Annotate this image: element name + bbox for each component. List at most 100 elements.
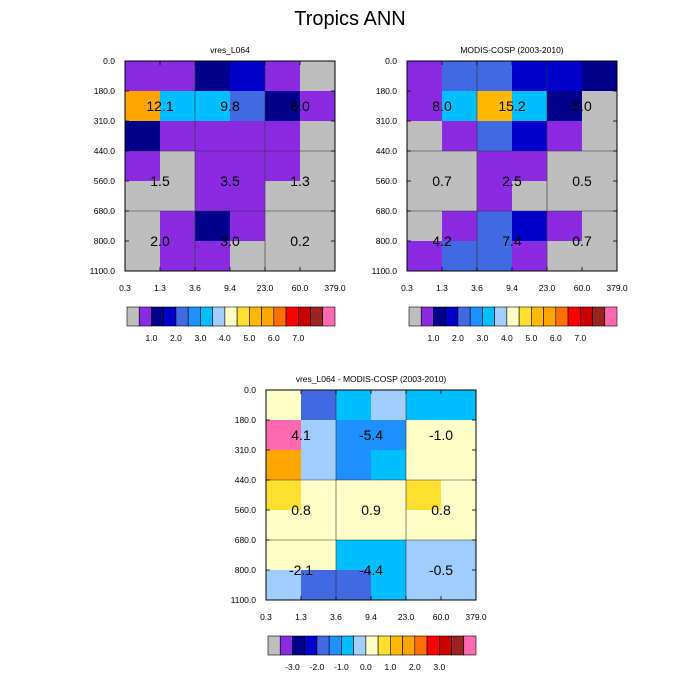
- heatmap-cell: [477, 151, 513, 182]
- group-value-label: -0.5: [429, 562, 453, 578]
- group-value-label: -5.4: [359, 427, 383, 443]
- heatmap-cell: [336, 420, 372, 451]
- group-value-label: 3.0: [220, 233, 240, 249]
- heatmap-cell: [301, 570, 337, 601]
- group-value-label: 8.0: [432, 98, 452, 114]
- heatmap-cell: [336, 540, 372, 571]
- x-tick-label: 1.3: [295, 612, 307, 622]
- group-value-label: 4.2: [432, 233, 452, 249]
- heatmap-cell: [336, 480, 372, 511]
- heatmap-cell: [512, 181, 548, 212]
- y-tick-label: 1100.0: [231, 595, 257, 605]
- heatmap-cell: [407, 181, 443, 212]
- heatmap-cell: [407, 241, 443, 272]
- heatmap-cell: [160, 61, 196, 92]
- colorbar-swatch: [377, 635, 391, 656]
- heatmap-cell: [477, 211, 513, 242]
- y-tick-label: 560.0: [376, 176, 398, 186]
- heatmap-cell: [266, 510, 302, 541]
- heatmap-cell: [266, 570, 302, 601]
- x-tick-label: 0.3: [119, 283, 131, 293]
- colorbar-label: 6.0: [268, 333, 280, 343]
- heatmap-cell: [125, 91, 161, 122]
- heatmap-cell: [441, 390, 477, 421]
- group-value-label: -2.1: [289, 562, 313, 578]
- colorbar-swatch: [365, 635, 379, 656]
- heatmap-cell: [266, 540, 302, 571]
- heatmap-cell: [441, 540, 477, 571]
- colorbar-swatch: [175, 306, 189, 327]
- y-tick-label: 1100.0: [90, 266, 116, 276]
- heatmap-cell: [477, 61, 513, 92]
- colorbar-swatch: [390, 635, 403, 656]
- colorbar-label: 3.0: [476, 333, 488, 343]
- heatmap-cell: [301, 480, 337, 511]
- heatmap-cell: [512, 91, 548, 122]
- heatmap-cell: [195, 241, 231, 272]
- heatmap-cell: [265, 241, 301, 272]
- heatmap-cell: [441, 510, 477, 541]
- colorbar-swatch: [506, 306, 520, 327]
- heatmap-cell: [230, 181, 266, 212]
- colorbar-swatch: [555, 306, 569, 327]
- heatmap-cell: [406, 480, 442, 511]
- colorbar-label: 1.0: [146, 333, 158, 343]
- heatmap-cell: [125, 181, 161, 212]
- heatmap-cell: [301, 390, 337, 421]
- heatmap-cell: [441, 570, 477, 601]
- heatmap-cell: [407, 61, 443, 92]
- colorbar-swatch: [438, 635, 452, 656]
- heatmap-cell: [336, 390, 372, 421]
- colorbar-label: 4.0: [219, 333, 231, 343]
- heatmap-cell: [582, 91, 618, 122]
- group-value-label: 2.0: [150, 233, 170, 249]
- heatmap-cell: [406, 420, 442, 451]
- y-tick-label: 800.0: [235, 565, 257, 575]
- heatmap-cell: [582, 151, 618, 182]
- y-tick-label: 1100.0: [372, 266, 398, 276]
- heatmap-cell: [266, 450, 302, 481]
- y-tick-label: 560.0: [94, 176, 116, 186]
- heatmap-cell: [512, 121, 548, 152]
- colorbar-swatch: [445, 306, 459, 327]
- colorbar-swatch: [604, 306, 618, 327]
- heatmap-cell: [300, 91, 336, 122]
- y-tick-label: 560.0: [235, 505, 257, 515]
- heatmap-cell: [406, 390, 442, 421]
- heatmap-cell: [230, 121, 266, 152]
- colorbar-swatch: [463, 635, 477, 656]
- group-value-label: 1.3: [290, 173, 310, 189]
- heatmap-cell: [406, 510, 442, 541]
- heatmap-cell: [265, 181, 301, 212]
- heatmap-cell: [125, 151, 161, 182]
- heatmap-cell: [300, 211, 336, 242]
- colorbar-label: 7.0: [292, 333, 304, 343]
- y-tick-label: 0.0: [103, 56, 115, 66]
- colorbar-swatch: [457, 306, 471, 327]
- y-tick-label: 310.0: [94, 116, 116, 126]
- heatmap-cell: [300, 151, 336, 182]
- heatmap-cell: [442, 151, 478, 182]
- heatmap-panel-3: vres_L064 - MODIS-COSP (2003-2010) 0.3 1.3…: [231, 374, 487, 672]
- colorbar-swatch: [304, 635, 318, 656]
- heatmap-cell: [442, 181, 478, 212]
- heatmap-cell: [441, 420, 477, 451]
- heatmap-cell: [407, 91, 443, 122]
- group-value-label: 5.0: [572, 98, 592, 114]
- heatmap-cell: [300, 61, 336, 92]
- heatmap-cell: [160, 121, 196, 152]
- group-value-label: 7.4: [502, 233, 522, 249]
- y-tick-label: 310.0: [235, 445, 257, 455]
- panel-title: vres_L064 - MODIS-COSP (2003-2010): [296, 374, 447, 384]
- x-tick-label: 9.4: [365, 612, 377, 622]
- y-tick-label: 800.0: [94, 236, 116, 246]
- heatmap-cell: [582, 181, 618, 212]
- heatmap-cell: [371, 510, 407, 541]
- heatmap-cell: [371, 420, 407, 451]
- heatmap-cell: [512, 241, 548, 272]
- y-tick-label: 440.0: [376, 146, 398, 156]
- heatmap-cell: [266, 390, 302, 421]
- colorbar-label: 6.0: [550, 333, 562, 343]
- colorbar-label: 1.0: [384, 662, 396, 672]
- heatmap-cell: [265, 61, 301, 92]
